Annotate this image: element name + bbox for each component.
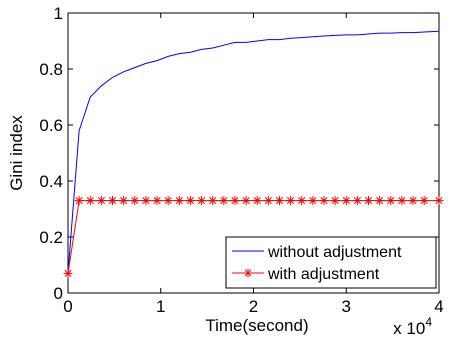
y-tick-label: 0.6 bbox=[39, 116, 63, 135]
data-point-marker bbox=[141, 196, 151, 206]
data-point-marker bbox=[219, 196, 229, 206]
data-point-marker bbox=[434, 196, 444, 206]
data-point-marker bbox=[419, 196, 429, 206]
data-point-marker bbox=[130, 196, 140, 206]
data-point-marker bbox=[352, 196, 362, 206]
x-axis-multiplier: x 104 bbox=[393, 315, 432, 338]
x-tick-label: 2 bbox=[249, 297, 258, 316]
data-point-marker bbox=[208, 196, 218, 206]
data-point-marker bbox=[274, 196, 284, 206]
data-point-marker bbox=[375, 196, 385, 206]
series-group bbox=[63, 30, 444, 278]
series-line-without-adjustment bbox=[67, 30, 440, 274]
x-axis-label: Time(second) bbox=[205, 316, 308, 335]
data-point-marker bbox=[386, 196, 396, 206]
data-point-marker bbox=[119, 196, 129, 206]
x-multiplier-exponent: 4 bbox=[425, 315, 432, 329]
data-point-marker bbox=[108, 196, 118, 206]
data-point-marker bbox=[330, 196, 340, 206]
data-point-marker bbox=[397, 196, 407, 206]
x-tick-label: 4 bbox=[434, 297, 443, 316]
data-point-marker bbox=[241, 196, 251, 206]
x-multiplier-base: x 10 bbox=[393, 319, 425, 338]
x-tick-label: 0 bbox=[63, 297, 72, 316]
data-point-marker bbox=[85, 196, 95, 206]
y-tick-label: 0 bbox=[54, 284, 63, 303]
data-point-marker bbox=[319, 196, 329, 206]
data-point-marker bbox=[408, 196, 418, 206]
y-tick-label: 0.4 bbox=[39, 172, 63, 191]
data-point-marker bbox=[297, 196, 307, 206]
data-point-marker bbox=[163, 196, 173, 206]
data-point-marker bbox=[230, 196, 240, 206]
data-point-marker bbox=[63, 268, 73, 278]
legend: without adjustment with adjustment bbox=[225, 236, 437, 289]
data-point-marker bbox=[152, 196, 162, 206]
data-point-marker bbox=[197, 196, 207, 206]
x-tick-label: 1 bbox=[156, 297, 165, 316]
y-tick-label: 0.8 bbox=[39, 60, 63, 79]
legend-star-icon bbox=[243, 268, 253, 278]
data-point-marker bbox=[252, 196, 262, 206]
series-line-with-adjustment bbox=[67, 200, 439, 274]
legend-box bbox=[225, 236, 437, 289]
data-point-marker bbox=[174, 196, 184, 206]
data-point-marker bbox=[308, 196, 318, 206]
y-ticks: 0 0.2 0.4 0.6 0.8 1 bbox=[39, 4, 439, 303]
y-tick-label: 0.2 bbox=[39, 228, 63, 247]
legend-label-with-adjustment: with adjustment bbox=[267, 266, 380, 283]
y-tick-label: 1 bbox=[54, 4, 63, 23]
x-ticks: 0 1 2 3 4 bbox=[63, 13, 444, 316]
data-point-marker bbox=[364, 196, 374, 206]
data-point-marker bbox=[185, 196, 195, 206]
data-point-marker bbox=[74, 196, 84, 206]
legend-label-without-adjustment: without adjustment bbox=[267, 244, 402, 261]
data-point-marker bbox=[341, 196, 351, 206]
data-point-marker bbox=[286, 196, 296, 206]
data-point-marker bbox=[96, 196, 106, 206]
legend-marker-with-adjustment bbox=[243, 268, 253, 278]
data-point-marker bbox=[263, 196, 273, 206]
x-tick-label: 3 bbox=[342, 297, 351, 316]
y-axis-label: Gini index bbox=[7, 115, 26, 191]
